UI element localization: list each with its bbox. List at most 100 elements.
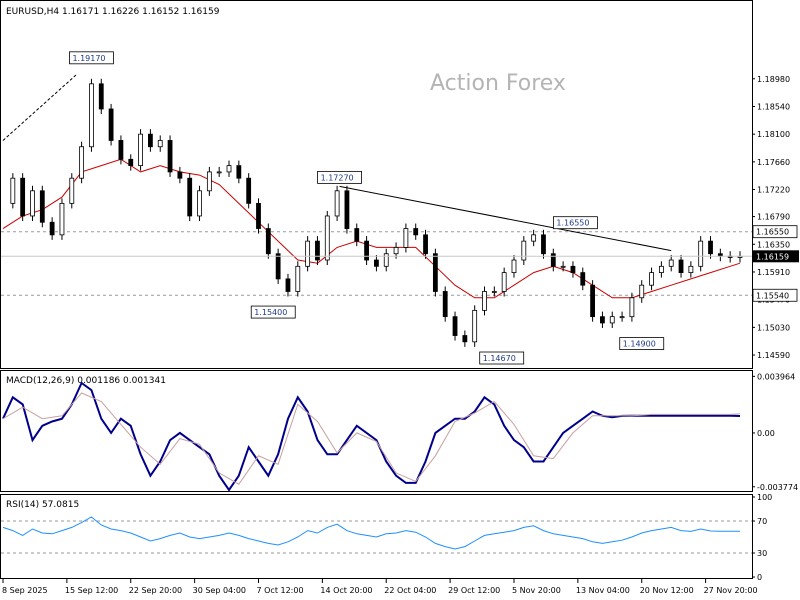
- x-tick-label: 27 Nov 20:00: [704, 586, 758, 595]
- candle-body: [482, 291, 487, 311]
- annotation-label: 1.16550: [556, 219, 589, 228]
- price-panel-frame: [0, 0, 753, 369]
- candle-body: [432, 253, 438, 292]
- annotation-label: 1.19170: [72, 54, 105, 63]
- candle-body: [295, 265, 301, 292]
- candle-body: [20, 177, 26, 217]
- candle-body: [423, 234, 428, 255]
- x-tick-label: 29 Oct 12:00: [448, 586, 500, 595]
- candle-body: [639, 284, 645, 299]
- x-tick-label: 13 Nov 04:00: [576, 586, 630, 595]
- rsi-layer: 100 70 30 0: [1, 493, 772, 582]
- x-tick-label: 14 Oct 20:00: [320, 586, 372, 595]
- y-tick-label: 1.18980: [757, 75, 790, 84]
- x-tick-label: 5 Nov 20:00: [512, 586, 561, 595]
- x-tick-label: 20 Nov 12:00: [640, 586, 694, 595]
- candle-body: [698, 240, 704, 267]
- current-price-box: [753, 250, 799, 263]
- candle-body: [167, 140, 173, 173]
- candle-body: [177, 171, 183, 179]
- rsi-panel-frame: [0, 494, 753, 579]
- candle-body: [128, 158, 134, 167]
- candle-body: [315, 240, 320, 261]
- candle-body: [187, 177, 193, 217]
- candle-body: [600, 316, 605, 324]
- candle-body: [511, 259, 517, 274]
- candle-body: [206, 171, 212, 192]
- candle-body: [472, 309, 478, 343]
- y-tick-label: 1.17220: [757, 186, 790, 195]
- y-tick-label: 1.15910: [757, 268, 790, 277]
- series-line-1: [2, 158, 741, 299]
- candle-body: [256, 202, 261, 229]
- watermark: Action Forex: [430, 71, 566, 96]
- candle-body: [98, 83, 104, 110]
- candle-body: [629, 297, 635, 318]
- annotation-label: 1.16550: [756, 228, 789, 237]
- annotation-box: [69, 51, 114, 65]
- annotation-box: [752, 288, 798, 302]
- candle-body: [658, 265, 664, 274]
- annotation-label: 1.15400: [254, 308, 287, 317]
- annotation-label: 1.14670: [483, 354, 516, 363]
- candle-body: [688, 265, 694, 274]
- current-price-label: 1.16159: [756, 252, 789, 261]
- candle-body: [442, 291, 448, 318]
- y-tick-label: 0.003964: [757, 372, 795, 381]
- candle-body: [393, 247, 399, 255]
- candle-body: [79, 146, 85, 179]
- candle-body: [39, 190, 45, 223]
- candle-body: [275, 253, 281, 280]
- x-tick-label: 22 Sep 20:00: [129, 586, 182, 595]
- candle-body: [89, 83, 94, 148]
- candle-body: [216, 171, 222, 174]
- y-tick-label: 1.18100: [757, 130, 790, 139]
- candle-body: [708, 240, 713, 255]
- candle-body: [570, 265, 576, 274]
- candle-body: [531, 234, 537, 242]
- candle-body: [452, 316, 458, 336]
- trendline: [339, 185, 672, 252]
- candle-body: [324, 215, 330, 261]
- candle-body: [678, 259, 684, 274]
- candle-body: [344, 190, 350, 229]
- macd-layer: 0.003964 0.00 -0.003774: [2, 372, 798, 492]
- y-tick-label: 70: [757, 517, 767, 526]
- candle-body: [501, 272, 507, 292]
- annotation-box: [553, 216, 598, 230]
- candle-body: [305, 240, 311, 267]
- y-tick-label: 100: [757, 493, 772, 502]
- candle-body: [226, 165, 232, 173]
- y-tick-label: 1.18540: [757, 102, 790, 111]
- candle-body: [541, 234, 546, 255]
- candle-body: [609, 316, 615, 324]
- candle-body: [147, 133, 153, 148]
- candle-body: [550, 253, 556, 267]
- candle-body: [374, 259, 379, 267]
- x-tick-label: 22 Oct 04:00: [384, 586, 436, 595]
- candle-body: [265, 228, 271, 255]
- candle-body: [580, 272, 586, 286]
- candle-body: [491, 291, 497, 293]
- y-tick-label: 1.16350: [757, 240, 790, 249]
- annotation-box: [317, 170, 362, 184]
- candle-body: [157, 140, 163, 148]
- candle-body: [590, 284, 595, 318]
- series-line-0: [2, 516, 740, 550]
- y-tick-label: 30: [757, 549, 767, 558]
- candle-body: [560, 265, 566, 268]
- y-tick-label: 0.00: [757, 429, 775, 438]
- candle-body: [462, 335, 468, 343]
- price-layer: 1.18980 1.18540 1.18100 1.17660 1.17220 1.167…: [1, 51, 799, 365]
- macd-header: MACD(12,26,9) 0.001186 0.001341: [6, 376, 166, 386]
- candle-body: [118, 140, 124, 160]
- candle-body: [10, 177, 16, 204]
- x-tick-label: 30 Sep 04:00: [193, 586, 246, 595]
- candle-body: [619, 316, 625, 319]
- candle-body: [49, 221, 55, 236]
- annotation-label: 1.14900: [623, 340, 656, 349]
- candle-body: [403, 228, 409, 248]
- candle-body: [649, 272, 654, 286]
- candle-body: [30, 190, 35, 217]
